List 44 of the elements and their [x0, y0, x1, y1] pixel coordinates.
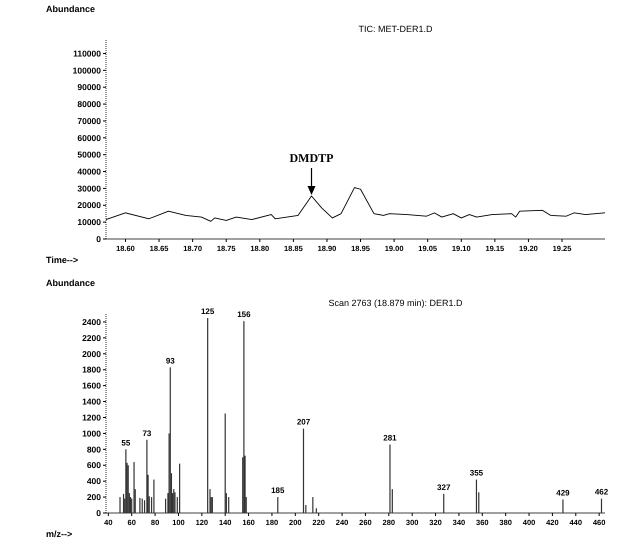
- annotation: 73: [142, 428, 152, 438]
- y-tick-label: 0: [96, 508, 102, 518]
- y-tick-label: 200: [86, 492, 102, 502]
- annotation: DMDTP: [290, 150, 334, 165]
- annotation: 185: [271, 486, 286, 496]
- y-tick-label: 600: [86, 460, 102, 470]
- chart-title: TIC: MET-DER1.D: [358, 24, 433, 34]
- y-tick-label: 110000: [73, 48, 102, 58]
- y-tick-label: 70000: [77, 116, 102, 126]
- x-axis-title: m/z-->: [46, 529, 72, 539]
- annotation: 207: [296, 418, 311, 427]
- y-tick-label: 50000: [77, 150, 102, 160]
- annotation: 156: [237, 310, 252, 320]
- y-tick-label: 0: [96, 234, 102, 244]
- y-tick-label: 90000: [77, 82, 102, 92]
- y-axis-title: Abundance: [46, 4, 96, 14]
- annotation: 462: [594, 488, 609, 497]
- annotation: 125: [200, 306, 215, 316]
- y-tick-label: 400: [86, 476, 102, 486]
- annotation: 327: [437, 482, 451, 492]
- y-tick-label: 1400: [82, 396, 102, 407]
- y-tick-label: 60000: [77, 132, 102, 143]
- y-tick-label: 2400: [82, 316, 102, 327]
- y-tick-label: 20000: [77, 200, 102, 210]
- y-tick-label: 1000: [82, 428, 102, 438]
- annotation: 429: [556, 488, 570, 498]
- chart-title: Scan 2763 (18.879 min): DER1.D: [328, 298, 464, 308]
- x-axis-title: Time-->: [46, 255, 78, 265]
- y-tick-label: 2000: [82, 348, 102, 359]
- y-tick-label: 1600: [82, 380, 102, 391]
- annotation: 93: [166, 356, 176, 366]
- y-tick-label: 100000: [72, 65, 102, 76]
- y-tick-label: 800: [86, 444, 102, 454]
- y-tick-label: 1200: [82, 412, 102, 422]
- y-tick-label: 1800: [82, 364, 102, 375]
- y-tick-label: 2200: [82, 332, 102, 343]
- annotation: 355: [470, 468, 484, 478]
- y-tick-label: 10000: [77, 217, 102, 228]
- annotation: 55: [121, 438, 131, 448]
- annotation: 281: [383, 434, 398, 443]
- y-tick-label: 80000: [77, 99, 102, 110]
- y-tick-label: 30000: [77, 183, 102, 194]
- y-axis-title: Abundance: [46, 278, 96, 288]
- y-tick-label: 40000: [77, 166, 102, 177]
